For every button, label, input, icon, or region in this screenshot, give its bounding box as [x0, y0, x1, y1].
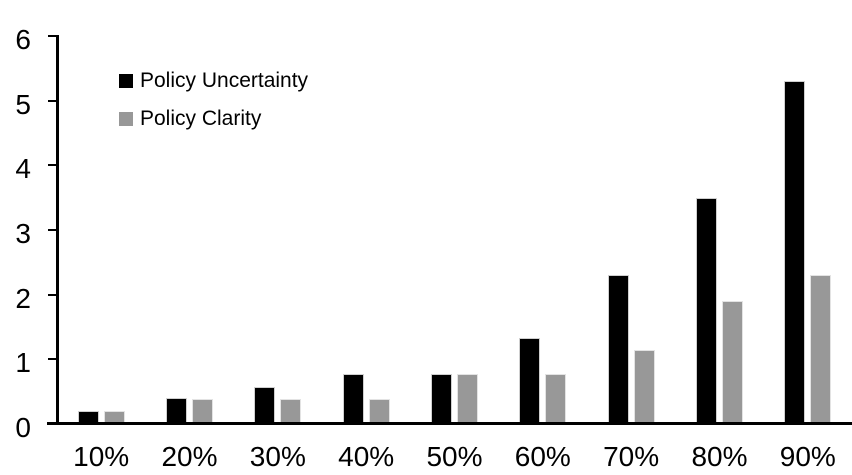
- bar-policy-uncertainty-40pct: [342, 374, 364, 424]
- x-label-50pct: 50%: [426, 441, 483, 472]
- bar-policy-clarity-20pct: [191, 399, 213, 424]
- x-label-60pct: 60%: [514, 441, 571, 472]
- x-axis-line: [47, 422, 852, 425]
- x-axis-labels: 10% 20% 30% 40% 50% 60% 70% 80% 90%: [57, 442, 852, 472]
- y-tick-5: [48, 99, 57, 102]
- y-tick-6: [48, 35, 57, 37]
- bar-group-70pct: [587, 36, 675, 424]
- legend-swatch-policy-clarity: [119, 112, 133, 126]
- y-tick-label-0: 0: [15, 412, 31, 443]
- y-tick-1: [48, 358, 57, 361]
- bar-policy-uncertainty-30pct: [254, 387, 276, 424]
- legend-label-policy-clarity: Policy Clarity: [140, 107, 262, 130]
- bar-policy-clarity-70pct: [633, 350, 655, 424]
- bar-group-50pct: [410, 36, 498, 424]
- bar-policy-clarity-80pct: [721, 301, 743, 424]
- bar-policy-clarity-30pct: [280, 399, 302, 424]
- legend-item-policy-clarity: Policy Clarity: [119, 107, 308, 131]
- x-label-20pct: 20%: [161, 441, 218, 472]
- x-label-70pct: 70%: [603, 441, 660, 472]
- y-tick-label-2: 2: [15, 282, 31, 314]
- bar-policy-clarity-40pct: [368, 398, 390, 424]
- bar-policy-clarity-50pct: [456, 374, 478, 424]
- bar-policy-uncertainty-70pct: [607, 275, 629, 424]
- y-axis-line: [56, 35, 59, 425]
- bar-group-40pct: [322, 36, 410, 424]
- x-label-10pct: 10%: [73, 441, 130, 472]
- bar-policy-clarity-60pct: [545, 374, 567, 424]
- x-label-30pct: 30%: [249, 441, 306, 472]
- legend-item-policy-uncertainty: Policy Uncertainty: [119, 69, 308, 93]
- bar-group-60pct: [499, 36, 587, 424]
- bar-policy-clarity-90pct: [810, 275, 832, 424]
- bar-policy-uncertainty-20pct: [165, 398, 187, 424]
- bar-group-80pct: [675, 36, 763, 424]
- y-tick-0: [48, 423, 57, 425]
- bar-policy-uncertainty-90pct: [784, 81, 806, 424]
- legend: Policy Uncertainty Policy Clarity: [119, 69, 308, 145]
- y-tick-3: [48, 229, 57, 231]
- bar-group-90pct: [764, 36, 852, 424]
- y-tick-label-6: 6: [15, 24, 31, 55]
- x-label-80pct: 80%: [691, 441, 748, 472]
- y-tick-4: [48, 164, 57, 167]
- y-tick-label-5: 5: [15, 88, 31, 120]
- bar-policy-uncertainty-50pct: [430, 373, 452, 424]
- y-tick-label-1: 1: [15, 347, 31, 379]
- x-label-40pct: 40%: [338, 441, 395, 472]
- legend-swatch-policy-uncertainty: [119, 74, 133, 88]
- legend-label-policy-uncertainty: Policy Uncertainty: [140, 69, 309, 92]
- x-label-90pct: 90%: [779, 441, 836, 472]
- y-tick-2: [48, 293, 57, 296]
- y-tick-label-4: 4: [15, 153, 31, 185]
- bar-policy-uncertainty-60pct: [519, 338, 541, 424]
- bar-policy-uncertainty-80pct: [695, 197, 717, 424]
- y-tick-label-3: 3: [15, 218, 31, 249]
- bar-group-10pct: [57, 36, 145, 424]
